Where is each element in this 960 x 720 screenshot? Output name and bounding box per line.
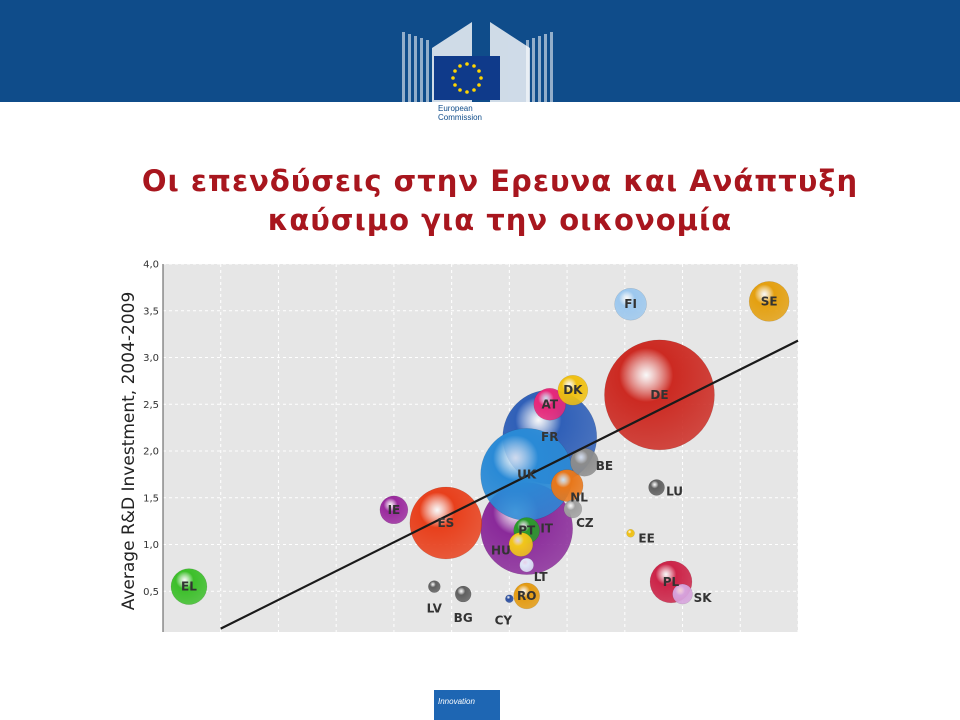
- bubble-es: [409, 486, 483, 560]
- bubble-cz: [563, 499, 583, 519]
- bubble-ee: [626, 529, 635, 538]
- bubble-label-pl: PL: [663, 575, 680, 589]
- bubble-cy: [505, 594, 514, 603]
- y-tick-label: 1,0: [143, 540, 159, 551]
- plot-area: [163, 264, 798, 632]
- bubble-at: [533, 388, 567, 421]
- bubble-label-lv: LV: [427, 602, 443, 616]
- bubble-label-it: IT: [540, 522, 553, 536]
- bubble-label-cz: CZ: [576, 516, 594, 530]
- bubble-dk: [557, 374, 589, 406]
- trend-line: [220, 339, 799, 630]
- bubble-lv: [428, 580, 441, 593]
- bubble-label-be: BE: [596, 459, 613, 473]
- bubble-label-ie: IE: [388, 503, 401, 517]
- bubble-label-hu: HU: [491, 544, 511, 558]
- bubble-sk: [672, 583, 693, 605]
- bubble-ro: [513, 582, 540, 610]
- logo-line2: Commission: [438, 113, 483, 122]
- bubble-label-bg: BG: [454, 611, 473, 625]
- bubble-label-fr: FR: [541, 430, 558, 444]
- bubble-label-lt: LT: [534, 570, 549, 584]
- bubble-label-ee: EE: [638, 531, 654, 545]
- y-tick-label: 0,5: [143, 587, 159, 598]
- bubble-label-nl: NL: [570, 491, 588, 505]
- y-tick-label: 2,0: [143, 447, 159, 458]
- logo-line1: European: [438, 104, 473, 113]
- y-tick-label: 3,5: [143, 306, 159, 317]
- bubble-label-at: AT: [541, 397, 558, 411]
- bubble-label-ro: RO: [517, 589, 536, 603]
- y-tick-label: 4,0: [143, 260, 159, 271]
- page-title: Οι επενδύσεις στην Ερευνα και Ανάπτυξη κ…: [0, 162, 960, 240]
- bubble-ie: [379, 495, 409, 525]
- bubble-label-se: SE: [761, 294, 778, 308]
- y-tick-label: 2,5: [143, 400, 159, 411]
- bubble-el: [170, 568, 208, 605]
- bubble-label-el: EL: [181, 580, 197, 594]
- title-line1: Οι επενδύσεις στην Ερευνα και Ανάπτυξη: [141, 164, 859, 198]
- bubble-label-de: DE: [650, 388, 668, 402]
- y-tick-label: 3,0: [143, 353, 159, 364]
- bubble-bg: [454, 585, 472, 603]
- bubble-hu: [508, 532, 534, 557]
- footer-text: Innovation: [438, 697, 475, 706]
- bubble-label-cy: CY: [495, 614, 513, 628]
- footer-box: [434, 690, 500, 720]
- bubble-label-pt: PT: [518, 523, 536, 537]
- title-line2: καύσιμο για την οικονομία: [267, 203, 733, 237]
- bubble-se: [748, 281, 790, 322]
- bubble-label-fi: FI: [624, 297, 637, 311]
- logo-caption-box: [434, 102, 500, 132]
- bubble-label-sk: SK: [694, 591, 713, 605]
- y-tick-label: 1,5: [143, 493, 159, 504]
- bubble-chart: -5,0-4,0-3,0-2,0-1,00,01,02,03,04,05,06,…: [119, 260, 799, 632]
- bubble-label-es: ES: [437, 516, 454, 530]
- bubble-label-uk: UK: [517, 467, 537, 481]
- european-commission-logo: [402, 22, 553, 104]
- bubble-lu: [648, 479, 665, 496]
- y-axis-label: Average R&D Investment, 2004-2009: [119, 292, 139, 611]
- logo-caption: European Commission: [438, 104, 482, 122]
- bubble-label-lu: LU: [666, 484, 683, 498]
- bubble-lt: [519, 557, 534, 573]
- bubble-label-dk: DK: [563, 383, 583, 397]
- bubble-fi: [614, 287, 647, 321]
- bubble-nl: [550, 469, 584, 502]
